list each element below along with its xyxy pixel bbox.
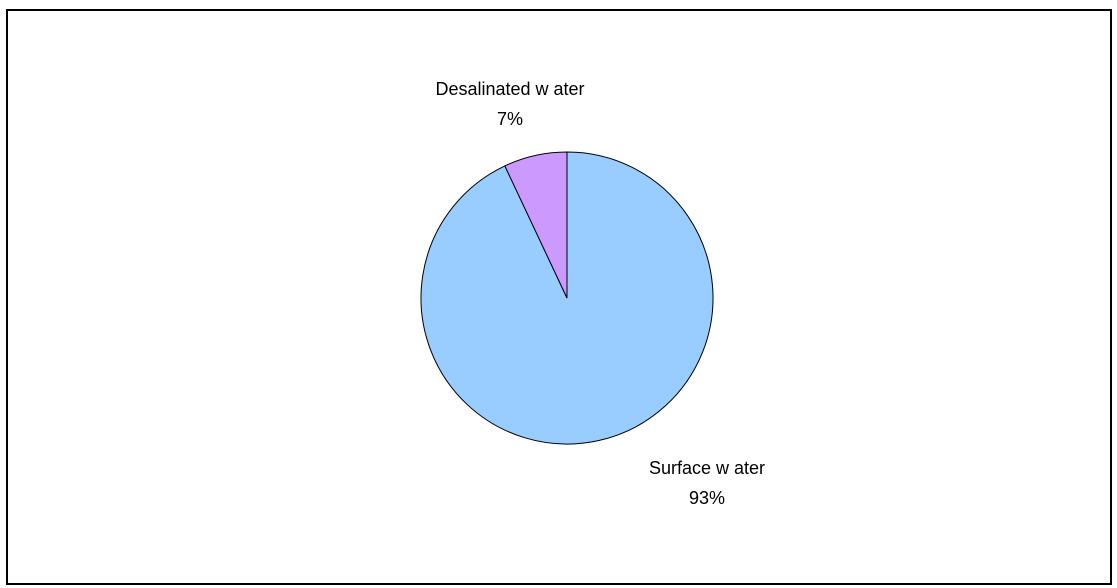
- pie-slices: [420, 151, 714, 445]
- pie-chart: Surface w ater 93% Desalinated w ater 7%: [420, 79, 765, 508]
- slice-label-percent: 93%: [689, 488, 725, 508]
- chart-frame: Surface w ater 93% Desalinated w ater 7%: [6, 9, 1112, 585]
- pie-slice-desalinated-w-ater: [504, 151, 568, 299]
- slice-label-name: Surface w ater: [649, 458, 765, 478]
- pie-labels: Surface w ater 93% Desalinated w ater 7%: [435, 79, 765, 508]
- slice-label-name: Desalinated w ater: [435, 79, 584, 99]
- slice-label-percent: 7%: [497, 109, 523, 129]
